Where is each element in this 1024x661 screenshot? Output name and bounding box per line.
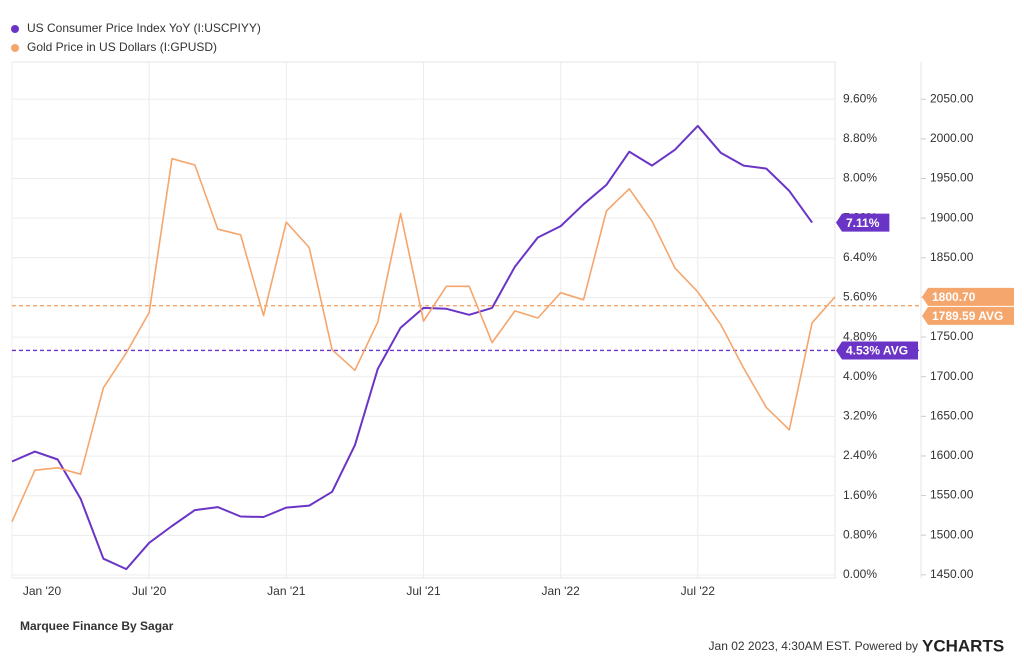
y-tick-label: 0.00% xyxy=(843,567,877,581)
y-tick-label: 4.00% xyxy=(843,369,877,383)
badge-shape xyxy=(922,306,1014,325)
legend-marker xyxy=(11,44,19,52)
y2-tick-label: 1550.00 xyxy=(930,488,974,502)
y2-tick-label: 2000.00 xyxy=(930,131,974,145)
series-line xyxy=(11,157,836,523)
y-tick-label: 1.60% xyxy=(843,488,877,502)
x-tick-label: Jan '21 xyxy=(267,584,306,598)
value-badge: 1800.70 xyxy=(922,287,1014,306)
y2-tick-label: 1450.00 xyxy=(930,567,974,581)
y2-tick-label: 1650.00 xyxy=(930,408,974,422)
y2-tick-label: 1500.00 xyxy=(930,527,974,541)
badge-label: 7.11% xyxy=(846,216,880,230)
y2-tick-label: 1750.00 xyxy=(930,329,974,343)
series-line xyxy=(11,124,813,571)
y-tick-label: 0.80% xyxy=(843,528,877,542)
x-tick-label: Jan '22 xyxy=(542,584,581,598)
value-badge: 1789.59 AVG xyxy=(922,306,1014,325)
y-tick-label: 9.60% xyxy=(843,91,877,105)
y2-tick-label: 1900.00 xyxy=(930,210,974,224)
y-tick-label: 4.80% xyxy=(843,329,877,343)
badge-label: 1800.70 xyxy=(932,290,976,304)
legend-marker xyxy=(11,25,19,33)
y2-tick-label: 1700.00 xyxy=(930,369,974,383)
x-tick-label: Jul '22 xyxy=(681,584,716,598)
y2-tick-label: 1850.00 xyxy=(930,250,974,264)
y2-tick-label: 2050.00 xyxy=(930,91,974,105)
source: Marquee Finance By Sagar xyxy=(20,619,174,633)
value-badge: 7.11% xyxy=(836,213,890,232)
x-tick-label: Jul '20 xyxy=(132,584,167,598)
brand: YCHARTS xyxy=(922,636,1004,655)
y-tick-label: 8.80% xyxy=(843,131,877,145)
badge-label: 4.53% AVG xyxy=(846,344,908,358)
y2-tick-label: 1600.00 xyxy=(930,448,974,462)
y-tick-label: 2.40% xyxy=(843,448,877,462)
legend-label: Gold Price in US Dollars (I:GPUSD) xyxy=(27,40,217,54)
y-tick-label: 8.00% xyxy=(843,171,877,185)
badge-shape xyxy=(922,287,1014,306)
y-tick-label: 3.20% xyxy=(843,409,877,423)
x-tick-label: Jan '20 xyxy=(23,584,62,598)
badge-shape xyxy=(836,213,890,232)
badge-shape xyxy=(836,341,919,360)
y-tick-label: 6.40% xyxy=(843,250,877,264)
x-tick-label: Jul '21 xyxy=(406,584,441,598)
badge-label: 1789.59 AVG xyxy=(932,309,1003,323)
legend-label: US Consumer Price Index YoY (I:USCPIYY) xyxy=(27,21,261,35)
value-badge: 4.53% AVG xyxy=(836,341,919,360)
timestamp: Jan 02 2023, 4:30AM EST. Powered by xyxy=(709,639,918,653)
y-tick-label: 5.60% xyxy=(843,290,877,304)
y2-tick-label: 1950.00 xyxy=(930,171,974,185)
